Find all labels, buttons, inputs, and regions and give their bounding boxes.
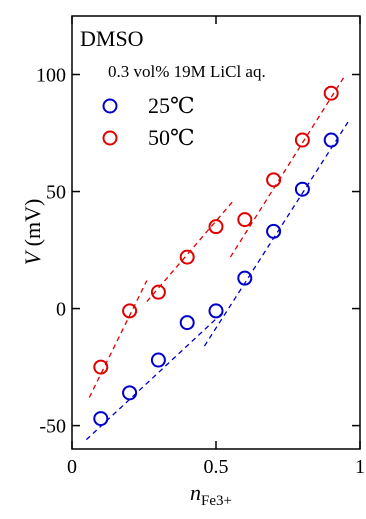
data-point-series-1 [294,132,310,148]
fit-lines [85,74,350,441]
data-points [93,85,339,427]
fit-line-series-1 [88,280,148,398]
y-tick-label: 0 [56,299,66,321]
fit-line-series-0 [203,120,350,347]
axis-ticks [71,16,361,449]
data-point-series-1 [122,303,138,319]
data-point-series-0 [179,315,195,331]
annotation-subtitle: 0.3 vol% 19M LiCl aq. [108,62,266,81]
x-tick-label: 0.5 [204,456,229,478]
data-point-series-0 [294,181,310,197]
y-axis-label: V (mV) [20,199,45,266]
x-tick-label: 1 [355,456,365,478]
legend-marker-50c [102,130,118,146]
annotation-title: DMSO [80,26,144,51]
data-point-series-1 [266,172,282,188]
data-point-series-0 [208,303,224,319]
data-point-series-0 [93,411,109,427]
legend-label-25c: 25℃ [148,93,195,118]
data-point-series-1 [237,212,253,228]
data-point-series-0 [122,385,138,401]
data-point-series-1 [179,249,195,265]
y-tick-label: 100 [36,65,66,87]
data-point-series-0 [266,223,282,239]
fit-line-series-1 [229,74,347,258]
data-point-series-0 [323,132,339,148]
data-point-series-1 [150,284,166,300]
data-point-series-1 [93,359,109,375]
legend-label-50c: 50℃ [148,125,195,150]
legend-marker-25c [102,98,118,114]
y-tick-label: -50 [39,416,66,438]
x-tick-label: 0 [67,456,77,478]
fit-line-series-0 [85,310,226,441]
x-axis-label: nFe3+ [190,480,232,509]
data-point-series-0 [237,270,253,286]
data-point-series-1 [323,85,339,101]
legend: 25℃ 50℃ [102,93,195,150]
data-point-series-0 [150,352,166,368]
y-tick-label: 50 [46,182,66,204]
data-point-series-1 [208,219,224,235]
